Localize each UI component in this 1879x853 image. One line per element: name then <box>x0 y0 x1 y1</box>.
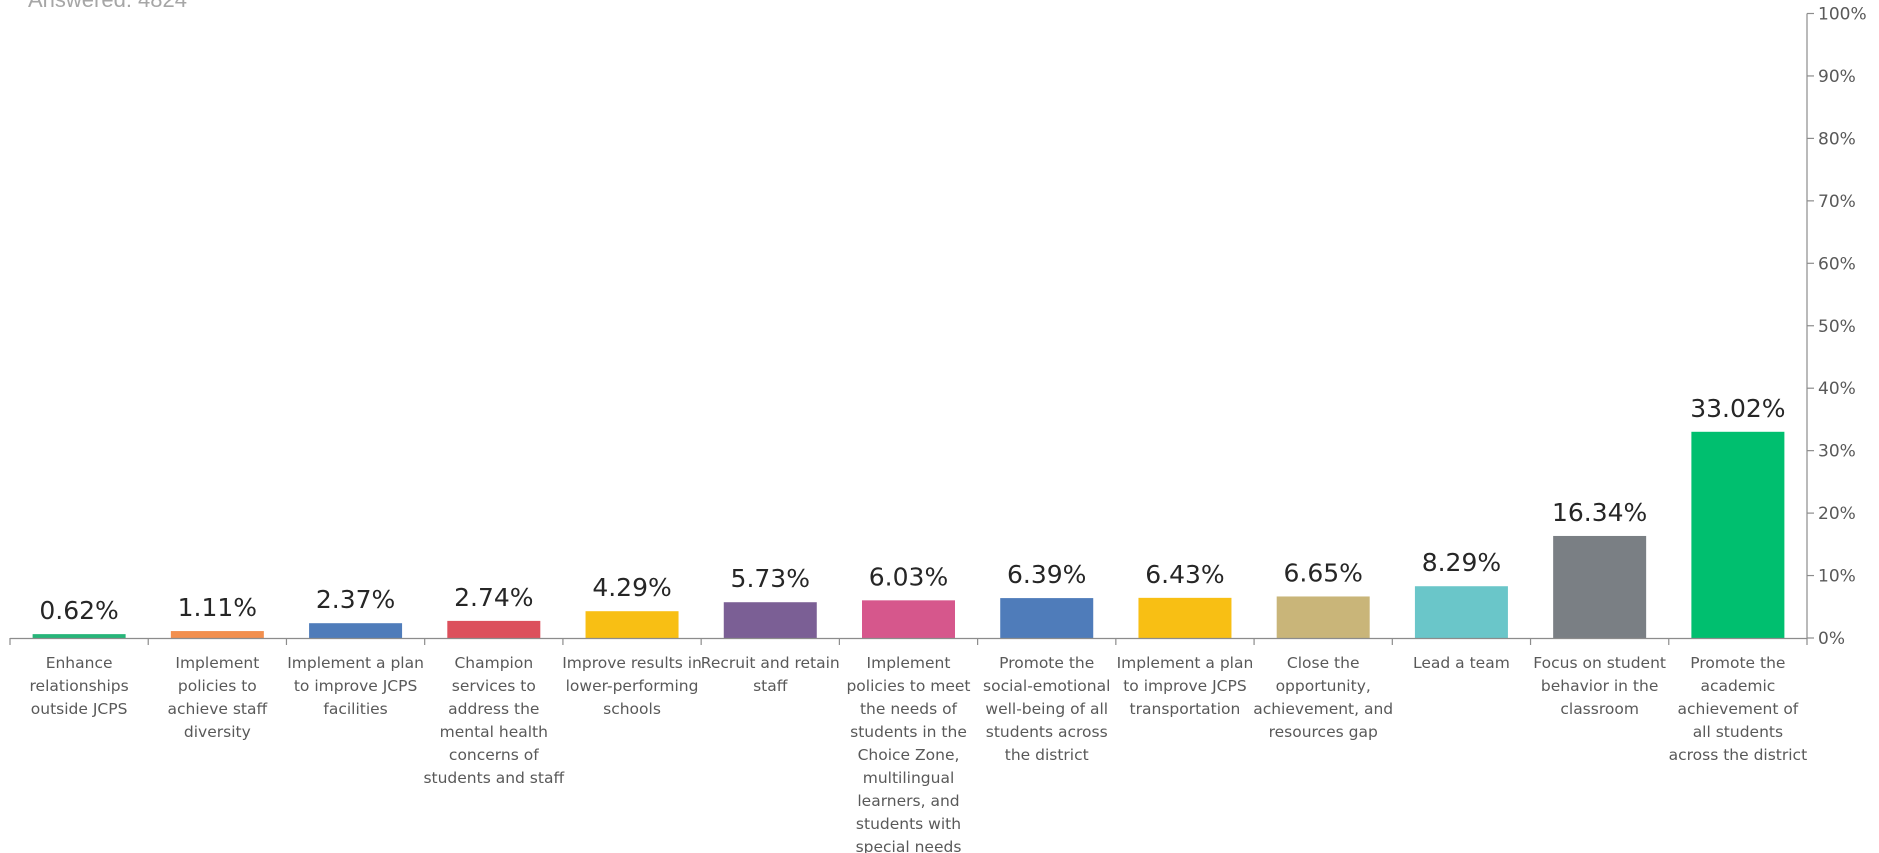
bar <box>723 602 817 638</box>
category-label: Promote the social-emotional well-being of… <box>983 654 1110 764</box>
bar <box>1553 535 1647 638</box>
bar <box>32 634 126 638</box>
bar <box>585 611 679 638</box>
value-labels-group: 0.62% 1.11% 2.37% 2.74% 4.29% 5.73% 6.03% 6.39%… <box>39 394 1785 625</box>
bar <box>447 620 541 638</box>
value-label: 6.03% <box>869 562 948 591</box>
y-tick-label: 40% <box>1818 379 1856 399</box>
value-label: 33.02% <box>1690 394 1785 423</box>
value-label: 6.39% <box>1007 560 1086 589</box>
category-label: Implement policies to achieve staff diversi… <box>168 654 268 741</box>
bar <box>1000 598 1094 638</box>
y-tick-label: 50% <box>1818 317 1856 337</box>
category-label: Focus on student behavior in the classroom <box>1533 654 1666 718</box>
value-label: 4.29% <box>592 573 671 602</box>
bars-group <box>32 431 1785 638</box>
category-label: Implement a plan to improve JCPS transport… <box>1117 654 1254 718</box>
bar <box>1276 596 1370 638</box>
bar <box>862 600 955 638</box>
category-label: Implement policies to meet the needs of stu… <box>846 654 970 853</box>
bar <box>1691 431 1785 638</box>
bar <box>1414 586 1508 638</box>
value-label: 5.73% <box>731 564 810 593</box>
category-label: Improve results in lower-performing school… <box>562 654 702 718</box>
y-tick-label: 60% <box>1818 254 1856 274</box>
value-label: 1.11% <box>178 593 257 622</box>
bar <box>309 623 403 638</box>
value-label: 6.65% <box>1283 558 1362 587</box>
category-label: Promote the academic achievement of all stu… <box>1669 654 1808 764</box>
bar <box>170 631 264 638</box>
category-label: Enhance relationships outside JCPS <box>30 654 129 718</box>
value-label: 0.62% <box>39 596 118 625</box>
y-axis: 0% 10% 20% 30% 40% 50% 60% 70% 80% 90% 100% <box>1806 5 1867 649</box>
category-label: Close the opportunity, achievement, and res… <box>1253 654 1393 741</box>
value-label: 2.37% <box>316 585 395 614</box>
y-tick-label: 90% <box>1818 67 1856 87</box>
value-label: 16.34% <box>1552 498 1647 527</box>
y-tick-label: 30% <box>1818 442 1856 462</box>
value-label: 8.29% <box>1422 548 1501 577</box>
y-tick-label: 20% <box>1818 504 1856 524</box>
answered-count: Answered: 4824 <box>28 0 187 13</box>
category-label: Recruit and retain staff <box>701 654 840 695</box>
category-label: Implement a plan to improve JCPS facilitie… <box>287 654 424 718</box>
value-label: 2.74% <box>454 583 533 612</box>
category-label: Champion services to address the mental hea… <box>423 654 564 787</box>
y-tick-label: 100% <box>1818 5 1867 25</box>
y-tick-label: 0% <box>1818 629 1845 649</box>
y-tick-label: 80% <box>1818 129 1856 149</box>
x-axis <box>9 637 1808 645</box>
value-label: 6.43% <box>1145 560 1224 589</box>
y-tick-label: 70% <box>1818 192 1856 212</box>
category-labels-group: Enhance relationships outside JCPS Implemen… <box>30 654 1808 853</box>
bar <box>1138 597 1232 638</box>
category-label: Lead a team <box>1413 654 1510 672</box>
y-tick-label: 10% <box>1818 567 1856 587</box>
